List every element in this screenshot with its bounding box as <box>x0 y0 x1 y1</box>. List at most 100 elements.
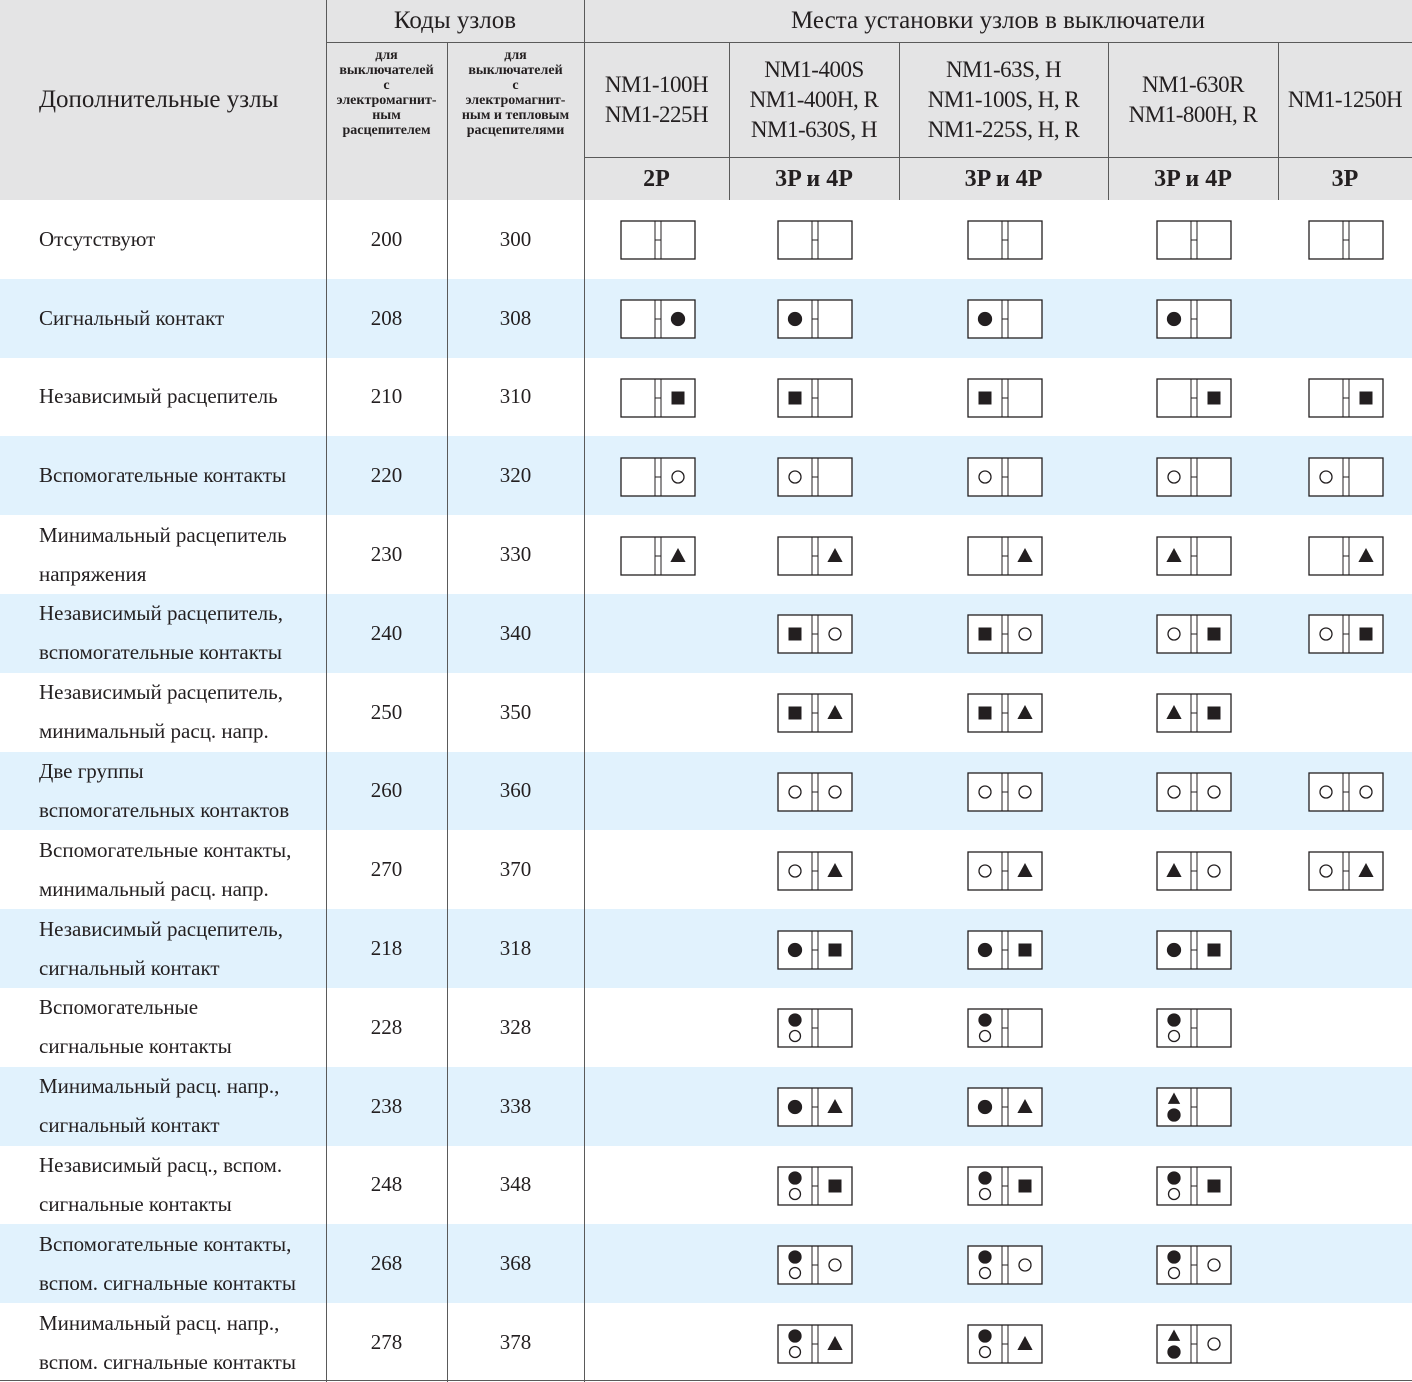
undervoltage-release-icon <box>826 1335 843 1350</box>
shunt-release-icon <box>788 391 801 404</box>
undervoltage-release-icon <box>1167 1092 1180 1104</box>
undervoltage-release-icon <box>1016 547 1033 562</box>
code-thermal: 338 <box>499 1093 532 1118</box>
code-electromagnetic: 240 <box>370 620 403 645</box>
model-header: NM1-1250H <box>1287 86 1403 112</box>
code-electromagnetic: 248 <box>370 1172 403 1197</box>
signal-contact-icon <box>787 1170 802 1185</box>
slot-diagram <box>966 1086 1043 1127</box>
signal-contact-icon <box>787 1099 802 1114</box>
shunt-release-icon <box>788 627 801 640</box>
row-label: Вспомогательные контакты, минимальный ра… <box>39 837 292 901</box>
auxiliary-contact-icon <box>787 784 802 799</box>
slot-diagram <box>776 613 853 654</box>
slot-diagram <box>966 1244 1043 1285</box>
undervoltage-release-icon <box>1165 704 1182 719</box>
model-header: NM1-400S NM1-400H, R NM1-630S, H <box>749 56 879 142</box>
code-electromagnetic: 228 <box>370 1014 403 1039</box>
auxiliary-contact-icon <box>827 626 842 641</box>
code-thermal: 320 <box>499 463 532 488</box>
column-divider <box>447 42 448 1382</box>
slot-diagram <box>1155 535 1232 576</box>
signal-contact-icon <box>977 1099 992 1114</box>
undervoltage-release-icon <box>1165 862 1182 877</box>
slot-diagram <box>1307 456 1384 497</box>
slot-diagram <box>619 377 696 418</box>
header-band <box>0 0 1412 200</box>
auxiliary-contact-icon <box>670 469 685 484</box>
row-label: Минимальный расц. напр., вспом. сигнальн… <box>39 1310 296 1374</box>
code-thermal: 340 <box>499 620 532 645</box>
row-label: Сигнальный контакт <box>39 305 225 330</box>
auxiliary-contact-icon <box>1017 784 1032 799</box>
auxiliary-contact-icon <box>1166 469 1181 484</box>
code-electromagnetic: 208 <box>370 305 403 330</box>
slot-diagram <box>776 1244 853 1285</box>
undervoltage-release-icon <box>669 547 686 562</box>
slot-diagram <box>776 456 853 497</box>
header-install-places: Места установки узлов в выключатели <box>791 7 1205 34</box>
code-thermal: 350 <box>499 699 532 724</box>
shunt-release-icon <box>1207 1179 1220 1192</box>
row-label: Минимальный расцепитель напряжения <box>39 522 287 586</box>
signal-contact-icon <box>1166 1170 1181 1185</box>
pole-header: 3P и 4P <box>964 165 1043 192</box>
auxiliary-contact-icon <box>788 1029 801 1042</box>
undervoltage-release-icon <box>1016 704 1033 719</box>
slot-diagram <box>966 535 1043 576</box>
auxiliary-contact-icon <box>787 469 802 484</box>
signal-contact-icon <box>1166 311 1181 326</box>
auxiliary-contact-icon <box>1318 784 1333 799</box>
shunt-release-icon <box>671 391 684 404</box>
signal-contact-icon <box>787 1249 802 1264</box>
signal-contact-icon <box>787 1012 802 1027</box>
header-code-thermal: для выключателей с электромагнит- ным и … <box>461 48 570 138</box>
code-electromagnetic: 210 <box>370 384 403 409</box>
signal-contact-icon <box>977 942 992 957</box>
code-thermal: 310 <box>499 384 532 409</box>
signal-contact-icon <box>977 1012 992 1027</box>
slot-diagram <box>776 219 853 260</box>
shunt-release-icon <box>1207 706 1220 719</box>
row-label: Независимый расцепитель, сигнальный конт… <box>39 916 283 980</box>
shunt-release-icon <box>978 627 991 640</box>
auxiliary-contact-icon <box>827 784 842 799</box>
code-electromagnetic: 218 <box>370 936 403 961</box>
code-thermal: 348 <box>499 1172 532 1197</box>
row-label: Независимый расцепитель <box>39 384 278 409</box>
pole-header: 2P <box>643 165 670 192</box>
code-electromagnetic: 270 <box>370 857 403 882</box>
code-electromagnetic: 250 <box>370 699 403 724</box>
slot-diagram <box>776 1086 853 1127</box>
header-codes: Коды узлов <box>393 7 517 34</box>
shunt-release-icon <box>828 1179 841 1192</box>
signal-contact-icon <box>1166 942 1181 957</box>
undervoltage-release-icon <box>826 704 843 719</box>
code-thermal: 370 <box>499 857 532 882</box>
code-electromagnetic: 260 <box>370 778 403 803</box>
row-label: Независимый расцепитель, минимальный рас… <box>39 680 283 744</box>
shunt-release-icon <box>1359 391 1372 404</box>
shunt-release-icon <box>1018 943 1031 956</box>
signal-contact-icon <box>787 311 802 326</box>
slot-diagram <box>966 1007 1043 1048</box>
slot-diagram <box>1155 1007 1232 1048</box>
shunt-release-icon <box>978 391 991 404</box>
signal-contact-icon <box>977 311 992 326</box>
auxiliary-contact-icon <box>1167 1029 1180 1042</box>
auxiliary-contact-icon <box>977 863 992 878</box>
slot-diagram <box>776 1165 853 1206</box>
auxiliary-contact-icon <box>1318 626 1333 641</box>
slot-diagram <box>966 929 1043 970</box>
slot-diagram <box>1307 850 1384 891</box>
code-thermal: 360 <box>499 778 532 803</box>
code-electromagnetic: 200 <box>370 226 403 251</box>
slot-diagram <box>1155 219 1232 260</box>
code-electromagnetic: 278 <box>370 1330 403 1355</box>
slot-diagram <box>966 613 1043 654</box>
slot-diagram <box>776 850 853 891</box>
undervoltage-release-icon <box>1016 1335 1033 1350</box>
code-electromagnetic: 220 <box>370 463 403 488</box>
slot-diagram <box>776 771 853 812</box>
